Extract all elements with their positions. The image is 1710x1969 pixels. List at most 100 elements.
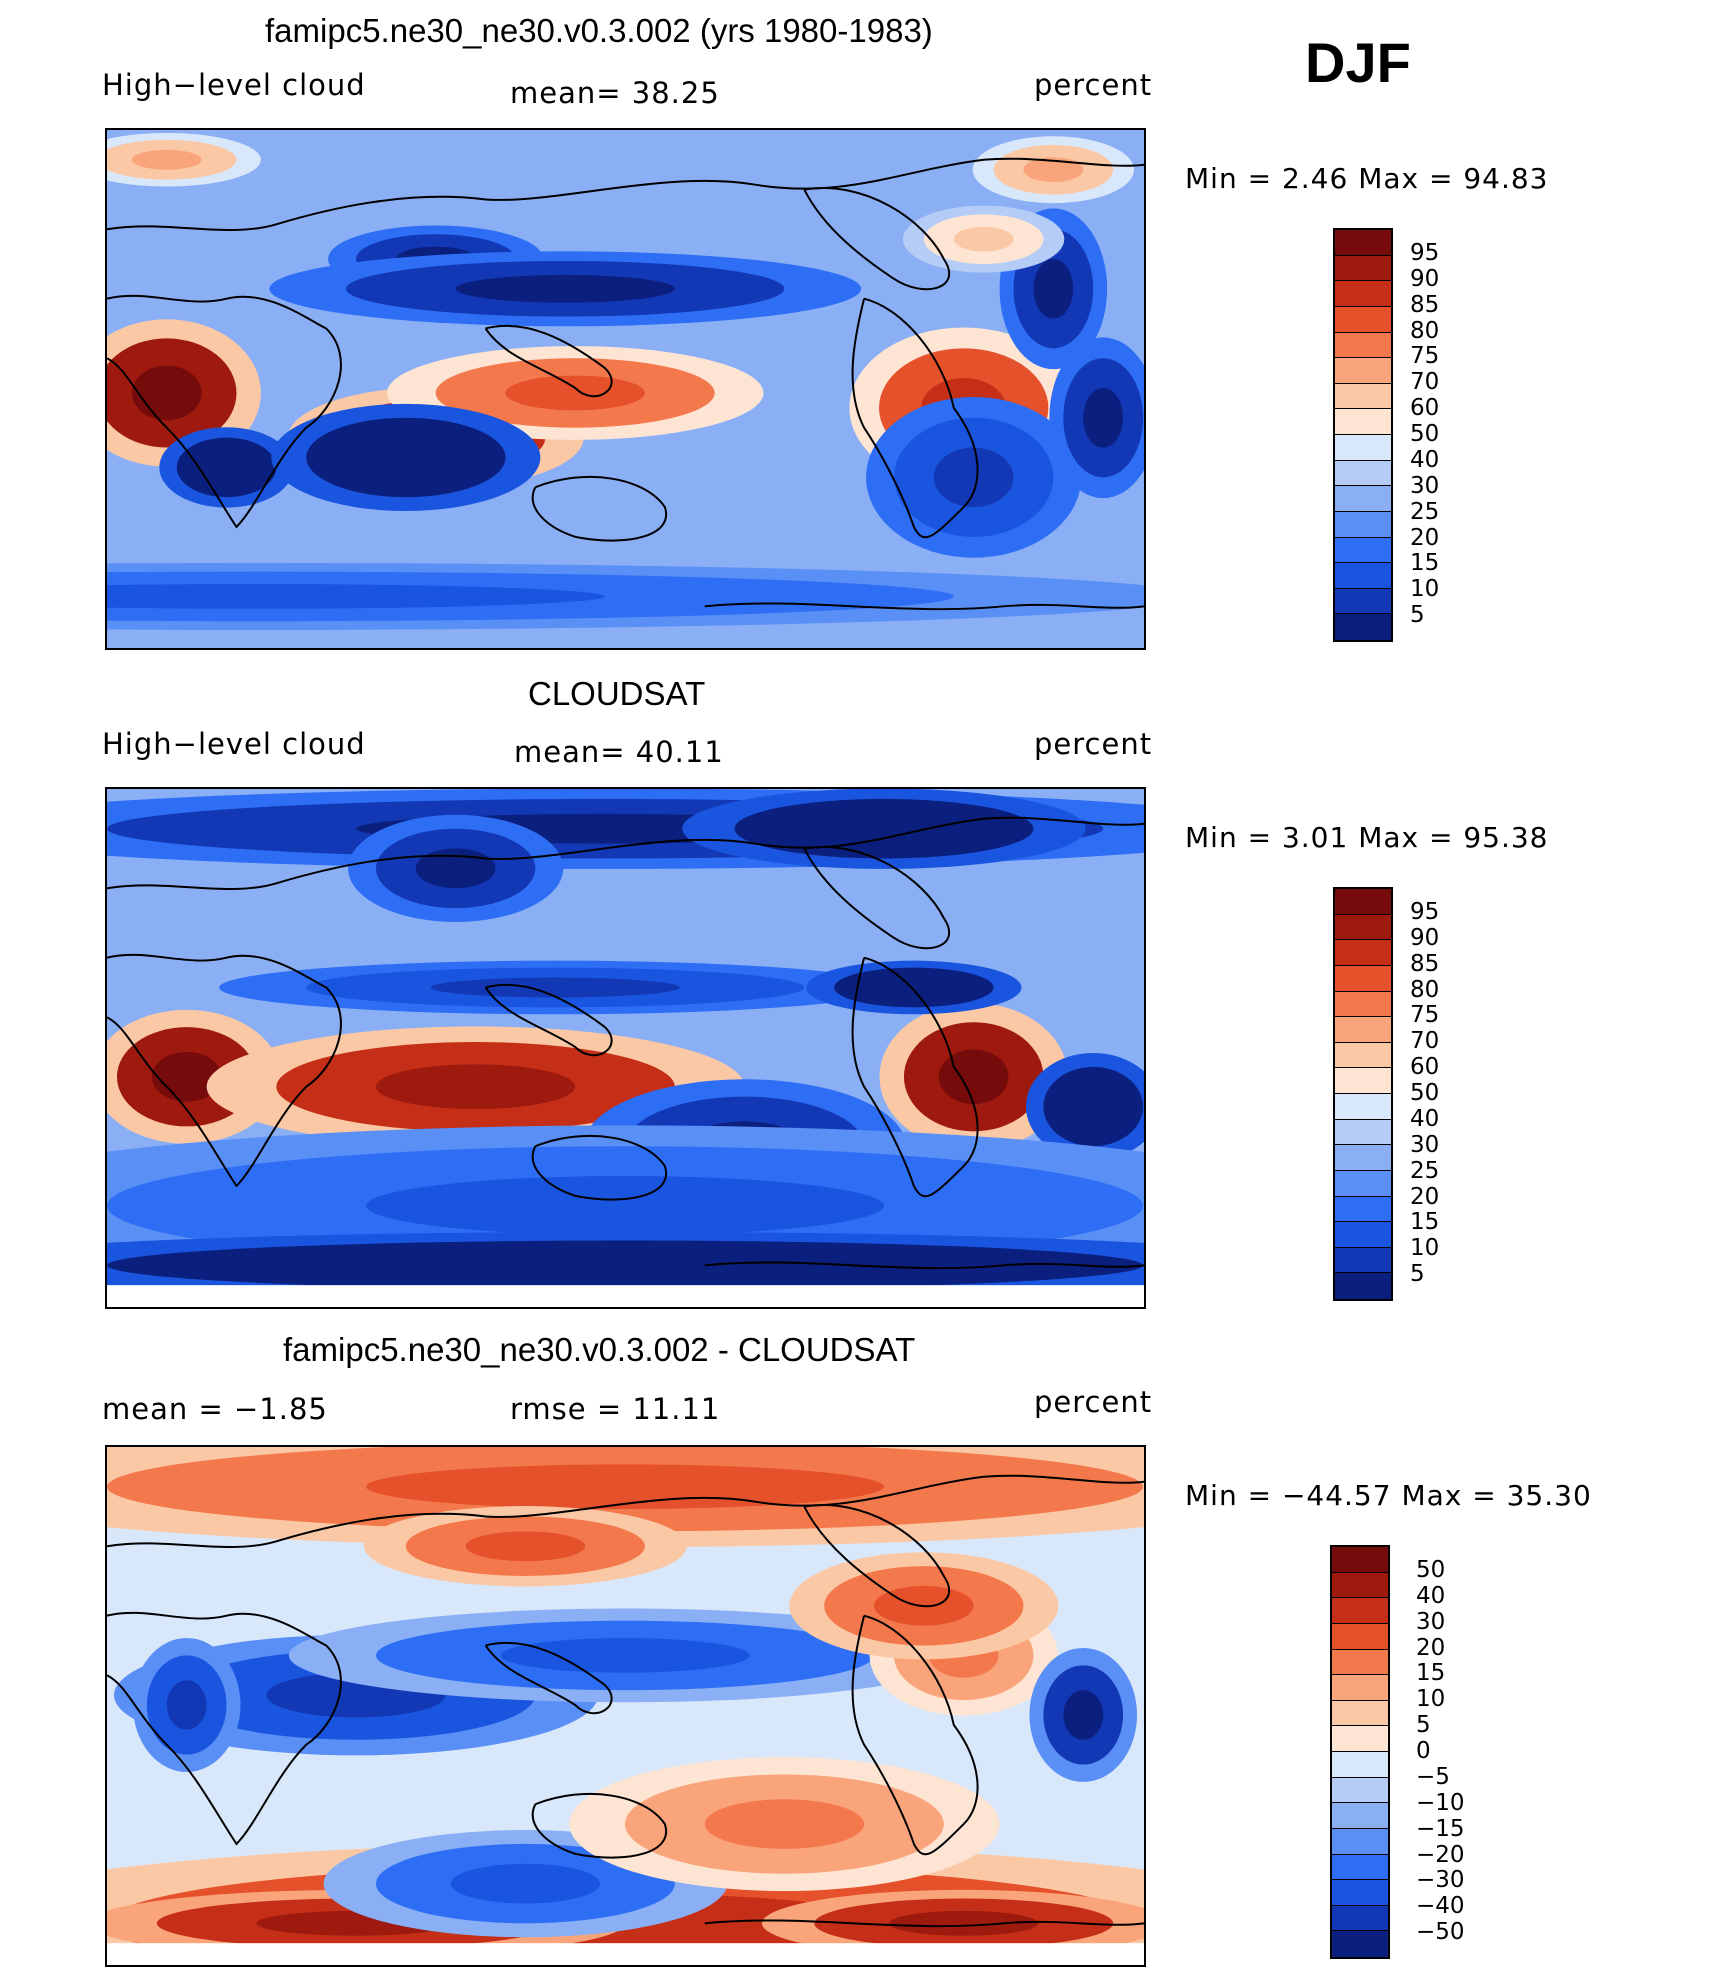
colorbar-swatch	[1335, 965, 1391, 992]
colorbar-label: 50	[1410, 421, 1440, 447]
colorbar-label: 70	[1410, 1028, 1440, 1055]
contour-core	[938, 1049, 1009, 1105]
colorbar-swatch	[1332, 1752, 1388, 1778]
colorbar-label: 20	[1416, 1634, 1446, 1661]
colorbar-label: 85	[1410, 291, 1440, 318]
colorbar-swatch	[1332, 1547, 1388, 1573]
colorbar-swatch	[1332, 1931, 1388, 1957]
coastline	[484, 1641, 613, 1715]
colorbar-label: 10	[1410, 1235, 1440, 1262]
colorbar-swatch	[1332, 1803, 1388, 1829]
colorbar-label: 10	[1410, 576, 1440, 603]
panel-3-min-max: Min = −44.57 Max = 35.30	[1185, 1479, 1592, 1512]
colorbar-swatch	[1335, 1042, 1391, 1069]
panel-3-title: famipc5.ne30_ne30.v0.3.002 - CLOUDSAT	[283, 1331, 916, 1368]
coastline	[803, 1504, 951, 1608]
panel-2-variable: High−level cloud	[102, 727, 366, 761]
colorbar-swatch	[1335, 563, 1391, 589]
coastline	[107, 816, 1144, 891]
colorbar-swatch	[1332, 1880, 1388, 1906]
panel-3-map	[105, 1445, 1146, 1967]
colorbar-swatch	[1335, 1119, 1391, 1146]
colorbar-swatch	[1332, 1700, 1388, 1727]
contour-core	[505, 375, 645, 411]
colorbar-label: 15	[1410, 1209, 1440, 1236]
colorbar-label: 5	[1416, 1712, 1431, 1739]
contour-core	[107, 583, 605, 609]
coastline	[107, 1611, 342, 1846]
colorbar-label: 25	[1410, 1157, 1440, 1184]
colorbar-swatch	[1335, 511, 1391, 538]
panel-2-map	[105, 787, 1146, 1309]
colorbar-label: 40	[1416, 1582, 1446, 1609]
coastline	[531, 475, 668, 542]
contour-core	[933, 447, 1014, 508]
contour-core	[888, 1910, 1039, 1936]
colorbar-swatch	[1335, 358, 1391, 384]
colorbar-label: −15	[1416, 1815, 1465, 1842]
colorbar-label: 40	[1410, 446, 1440, 473]
contour-core	[366, 1464, 885, 1510]
colorbar-label: 15	[1416, 1660, 1446, 1687]
colorbar-label: 10	[1416, 1686, 1446, 1713]
contour-core	[953, 226, 1014, 252]
contour-core	[366, 1252, 885, 1278]
colorbar-label: 0	[1416, 1738, 1431, 1764]
colorbar-swatch	[1332, 1828, 1388, 1855]
contour-core	[450, 1863, 601, 1904]
contour-core	[500, 1638, 750, 1673]
colorbar-label: 75	[1410, 1002, 1440, 1029]
contour-core	[455, 274, 675, 303]
colorbar-swatch	[1332, 1726, 1388, 1752]
colorbar-swatch	[1335, 332, 1391, 359]
contour-core	[465, 1531, 586, 1562]
panel-2-field	[107, 789, 1144, 1307]
colorbar-swatch	[1335, 1247, 1391, 1274]
colorbar-swatch	[1335, 1170, 1391, 1197]
panel-1-variable: High−level cloud	[102, 68, 366, 102]
contour-core	[131, 365, 202, 421]
colorbar-swatch	[1332, 1675, 1388, 1701]
colorbar-swatch	[1335, 230, 1391, 256]
panel-2-units: percent	[1034, 727, 1153, 761]
coastline	[704, 1919, 1144, 1928]
contour-core	[375, 1064, 576, 1110]
colorbar-swatch	[1335, 940, 1391, 966]
colorbar-label: 30	[1410, 1131, 1440, 1158]
colorbar-swatch	[1335, 1017, 1391, 1043]
colorbar-swatch	[1335, 306, 1391, 333]
colorbar-label: 20	[1410, 524, 1440, 551]
contour-core	[166, 1680, 207, 1730]
colorbar-label: 30	[1410, 472, 1440, 499]
colorbar-swatch	[1335, 460, 1391, 487]
colorbar-label: 50	[1416, 1556, 1446, 1583]
colorbar-label: 80	[1410, 976, 1440, 1003]
contour-core	[201, 452, 252, 483]
panel-1-units: percent	[1034, 68, 1153, 102]
panel-3-colorbar	[1330, 1545, 1390, 1959]
colorbar-label: 70	[1410, 369, 1440, 396]
colorbar-swatch	[1332, 1598, 1388, 1624]
panel-2-min-max: Min = 3.01 Max = 95.38	[1185, 821, 1549, 854]
contour-core	[704, 1799, 865, 1849]
colorbar-swatch	[1332, 1905, 1388, 1932]
colorbar-label: 90	[1410, 924, 1440, 951]
panel-3-mean: mean = −1.85	[102, 1392, 328, 1426]
colorbar-swatch	[1335, 1068, 1391, 1094]
contour-core	[1068, 1086, 1119, 1127]
colorbar-label: 5	[1410, 1261, 1425, 1288]
coastline	[107, 157, 1144, 232]
colorbar-label: 50	[1410, 1080, 1440, 1106]
colorbar-swatch	[1335, 588, 1391, 615]
colorbar-swatch	[1335, 1222, 1391, 1248]
colorbar-label: −30	[1416, 1867, 1465, 1894]
colorbar-swatch	[1335, 889, 1391, 915]
season-label: DJF	[1305, 31, 1411, 94]
coastline	[851, 297, 979, 539]
coastline	[803, 187, 951, 291]
colorbar-swatch	[1332, 1649, 1388, 1676]
colorbar-swatch	[1335, 383, 1391, 410]
contour-core	[131, 149, 202, 170]
colorbar-swatch	[1335, 1273, 1391, 1299]
panel-1-mean: mean= 38.25	[510, 76, 720, 110]
